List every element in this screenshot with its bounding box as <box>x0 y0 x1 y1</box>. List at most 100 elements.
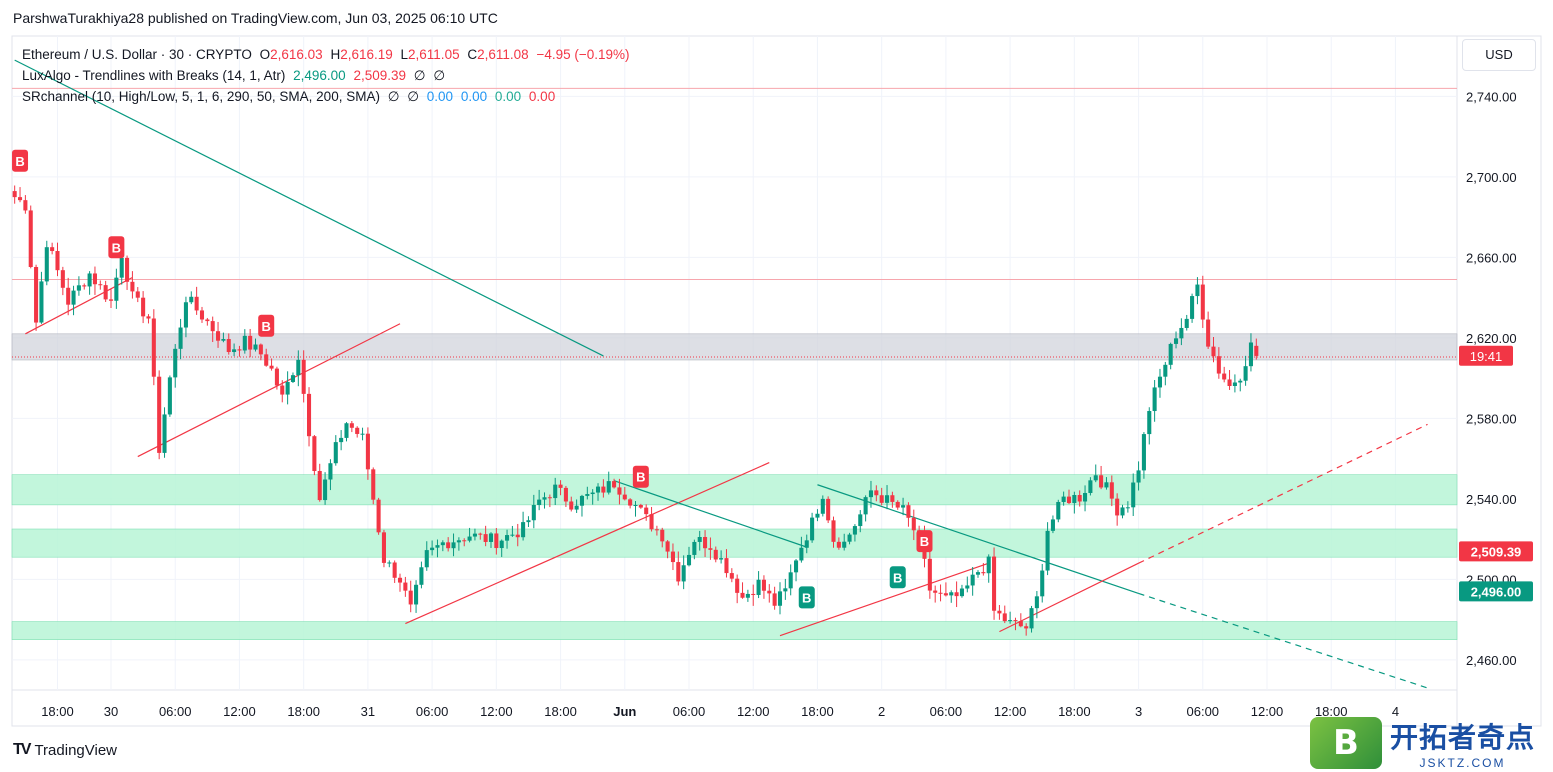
candle-body <box>210 321 215 332</box>
candle-body <box>751 593 756 595</box>
candle-body <box>1083 492 1088 502</box>
price-tick-label: 2,620.00 <box>1466 331 1517 346</box>
time-tick-label: 18:00 <box>1058 704 1091 719</box>
candle-body <box>355 427 360 434</box>
candle-body <box>901 505 906 508</box>
candle-body <box>1008 620 1013 622</box>
time-tick-label: 06:00 <box>159 704 192 719</box>
candle-body <box>1024 626 1029 629</box>
candle-body <box>494 533 499 549</box>
candle-body <box>392 562 397 578</box>
candle-body <box>328 463 333 480</box>
publish-header: ParshwaTurakhiya28 published on TradingV… <box>13 10 498 26</box>
candle-body <box>660 529 665 542</box>
break-signal-badge <box>108 236 125 259</box>
candle-body <box>927 558 932 591</box>
candle-body <box>1002 613 1007 622</box>
indicator-luxalgo-value-3: ∅ <box>413 68 426 83</box>
candle-body <box>745 593 750 598</box>
countdown-label: 19:41 <box>1470 349 1503 364</box>
price-tick-label: 2,700.00 <box>1466 170 1517 185</box>
candle-body <box>1168 343 1173 365</box>
candle-body <box>868 490 874 498</box>
currency-button[interactable]: USD <box>1462 39 1536 71</box>
candle-body <box>232 349 237 353</box>
time-tick-label: 31 <box>361 704 375 719</box>
candle-body <box>1254 345 1259 356</box>
candle-body <box>55 251 60 271</box>
candle-body <box>456 540 461 543</box>
candle-body <box>285 381 290 395</box>
candle-body <box>767 590 772 594</box>
candle-body <box>799 547 804 561</box>
indicator-luxalgo-title[interactable]: LuxAlgo - Trendlines with Breaks (14, 1,… <box>22 68 286 83</box>
candle-body <box>676 562 681 582</box>
candle-body <box>938 592 943 594</box>
candle-body <box>981 572 986 574</box>
candle-body <box>248 335 253 350</box>
candle-body <box>1061 496 1066 502</box>
legend-indicator-luxalgo[interactable]: LuxAlgo - Trendlines with Breaks (14, 1,… <box>22 65 634 86</box>
break-signal-label: B <box>802 590 811 605</box>
candle-body <box>890 495 895 502</box>
candle-body <box>237 349 242 351</box>
ohlc-open: O2,616.03 <box>259 47 323 62</box>
candle-body <box>992 556 997 611</box>
tradingview-mark-icon: TV <box>13 741 32 758</box>
legend-symbol-row[interactable]: Ethereum / U.S. Dollar · 30 · CRYPTO O2,… <box>22 44 634 65</box>
sr-zones <box>11 333 1458 640</box>
break-signal-badge <box>798 586 815 609</box>
candle-body <box>472 533 477 537</box>
candle-body <box>708 548 713 550</box>
tradingview-logo[interactable]: TV TradingView <box>13 741 117 759</box>
candle-body <box>119 257 124 278</box>
candle-body <box>1200 284 1205 320</box>
candle-body <box>740 592 745 598</box>
time-tick-label: 06:00 <box>416 704 449 719</box>
indicator-srchannel-title[interactable]: SRchannel (10, High/Low, 5, 1, 6, 290, 5… <box>22 89 380 104</box>
candle-body <box>975 572 981 575</box>
candle-body <box>1206 319 1211 347</box>
legend-indicator-srchannel[interactable]: SRchannel (10, High/Low, 5, 1, 6, 290, 5… <box>22 86 634 107</box>
time-tick-label: 06:00 <box>673 704 706 719</box>
candle-body <box>66 287 71 305</box>
candle-body <box>280 385 285 395</box>
candle-body <box>1077 494 1082 502</box>
symbol-name[interactable]: Ethereum / U.S. Dollar · 30 · CRYPTO <box>22 47 252 62</box>
break-signal: B <box>108 236 125 259</box>
watermark: B 开拓者奇点 JSKTZ.COM <box>1310 716 1535 770</box>
indicator-srchannel-value-5: 0.00 <box>494 89 522 104</box>
horizontal-levels <box>12 87 1457 358</box>
candle-body <box>194 296 199 311</box>
candle-body <box>1072 494 1077 504</box>
candle-body <box>1045 530 1050 571</box>
candle-body <box>264 354 269 366</box>
candle-body <box>333 442 338 464</box>
candle-body <box>1056 501 1061 520</box>
candle-body <box>1040 570 1045 597</box>
candle-body <box>1034 596 1039 609</box>
candle-body <box>296 359 301 376</box>
time-tick-label: 12:00 <box>480 704 513 719</box>
candle-body <box>1029 608 1034 629</box>
candle-body <box>617 487 622 495</box>
candle-body <box>141 297 146 317</box>
break-signal-label: B <box>893 570 902 585</box>
candle-body <box>451 542 456 549</box>
trendline <box>613 480 807 548</box>
candle-body <box>697 536 702 542</box>
candle-body <box>965 585 970 589</box>
time-axis: 18:00 30 06:00 12:00 18:00 31 06:00 12:00 18:00 J… <box>41 704 1399 719</box>
candle-body <box>349 423 354 428</box>
candle-body <box>959 588 964 597</box>
candle-body <box>323 479 328 501</box>
time-tick-label: 3 <box>1135 704 1142 719</box>
candle-body <box>478 533 483 535</box>
candle-body <box>1141 434 1146 471</box>
candle-body <box>414 584 419 605</box>
break-signal-badge <box>632 465 649 488</box>
candle-body <box>756 579 761 595</box>
candle-body <box>1211 346 1216 357</box>
candle-body <box>638 505 643 508</box>
